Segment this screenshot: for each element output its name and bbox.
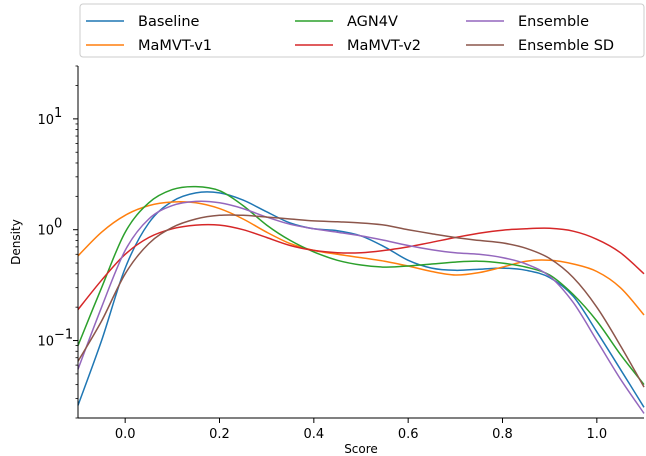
y-tick-exponent: −1: [54, 328, 73, 343]
series-line-ensemble-sd: [77, 214, 645, 388]
y-tick-exponent: 0: [54, 217, 62, 232]
legend-label-mamvt-v2: MaMVT-v2: [347, 38, 421, 54]
legend: Baseline MaMVT-v1 AGN4V MaMVT-v2 Ensemble Ens…: [79, 3, 645, 58]
y-tick-label: 10: [37, 224, 54, 239]
y-tick-label: 10: [37, 113, 54, 128]
series-line-mamvt-v1: [77, 200, 645, 316]
series-line-mamvt-v2: [77, 223, 645, 311]
legend-box: [79, 3, 645, 58]
series-line-agn4v: [77, 185, 645, 386]
x-tick-label: 0.2: [209, 427, 230, 442]
legend-label-mamvt-v1: MaMVT-v1: [138, 38, 212, 54]
x-tick-label: 0.0: [115, 427, 136, 442]
y-tick-exponent: 1: [54, 106, 62, 121]
x-axis-label: Score: [344, 442, 378, 456]
x-tick-label: 0.6: [398, 427, 419, 442]
x-tick-label: 1.0: [586, 427, 607, 442]
y-tick-label: 10: [37, 335, 54, 350]
x-tick-label: 0.4: [303, 427, 324, 442]
legend-label-baseline: Baseline: [138, 14, 200, 30]
x-tick-label: 0.8: [492, 427, 513, 442]
plot-background: [78, 66, 644, 418]
y-axis-label: Density: [9, 219, 23, 265]
legend-label-agn4v: AGN4V: [347, 14, 398, 30]
x-axis-ticks: 0.0 0.2 0.4 0.6 0.8 1.0: [115, 418, 607, 442]
series-line-ensemble: [77, 200, 645, 414]
legend-label-ensemble: Ensemble: [518, 14, 589, 30]
legend-label-ensemble-sd: Ensemble SD: [518, 38, 614, 54]
series-layer: [77, 185, 645, 414]
